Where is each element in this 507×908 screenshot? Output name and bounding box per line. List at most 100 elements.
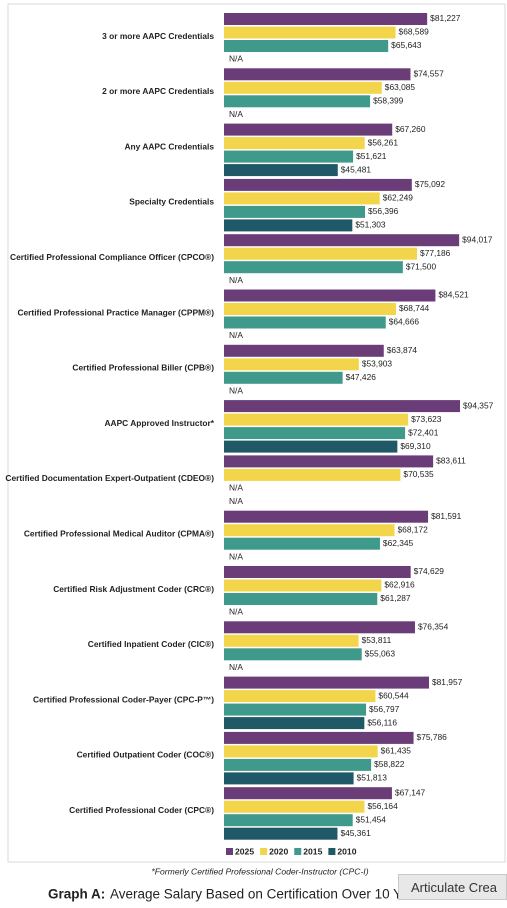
- value-label: $74,629: [414, 566, 445, 576]
- category-label: Certified Professional Compliance Office…: [10, 252, 214, 262]
- category-label: 2 or more AAPC Credentials: [102, 86, 214, 96]
- value-label: $53,903: [362, 359, 393, 369]
- bar: [224, 303, 396, 315]
- value-label: N/A: [229, 330, 243, 340]
- bar: [224, 289, 436, 302]
- bar: [224, 524, 395, 537]
- value-label: N/A: [229, 483, 243, 493]
- category-label: Certified Documentation Expert-Outpatien…: [5, 473, 214, 483]
- bar: [224, 731, 414, 744]
- legend-label: 2020: [269, 846, 288, 856]
- footnote: *Formerly Certified Professional Coder-I…: [151, 866, 368, 876]
- category-label: 3 or more AAPC Credentials: [102, 31, 214, 41]
- bar: [224, 371, 343, 384]
- bar: [224, 316, 386, 329]
- bar: [224, 247, 418, 260]
- value-label: N/A: [229, 551, 243, 561]
- bar: [224, 690, 376, 703]
- bar: [224, 192, 380, 205]
- value-label: $51,454: [356, 814, 387, 824]
- caption-label: Graph A:: [48, 887, 105, 902]
- bar: [224, 205, 366, 218]
- bar: [224, 440, 398, 453]
- category-label: Certified Inpatient Coder (CIC®): [88, 639, 214, 649]
- bar: [224, 13, 428, 25]
- value-label: $94,357: [463, 400, 494, 410]
- bar: [224, 261, 403, 274]
- value-label: $81,957: [432, 677, 463, 687]
- value-label: $58,399: [373, 96, 404, 106]
- value-label: $74,557: [413, 69, 444, 79]
- value-label: $68,589: [399, 27, 430, 37]
- value-label: $67,147: [395, 787, 426, 797]
- bar: [224, 621, 415, 634]
- value-label: $61,287: [380, 593, 411, 603]
- value-label: $55,063: [365, 649, 396, 659]
- value-label: $64,666: [389, 317, 420, 327]
- value-label: $56,261: [368, 137, 399, 147]
- value-label: $75,092: [415, 179, 446, 189]
- value-label: N/A: [229, 386, 243, 396]
- category-label: Specialty Credentials: [129, 197, 214, 207]
- value-label: $62,345: [383, 538, 414, 548]
- bar: [224, 772, 354, 785]
- value-label: $60,544: [378, 690, 409, 700]
- bar: [224, 468, 401, 481]
- bar: [224, 814, 353, 827]
- bar: [224, 827, 338, 840]
- value-label: $94,017: [462, 234, 493, 244]
- category-label: Certified Risk Adjustment Coder (CRC®): [53, 584, 214, 594]
- bar: [224, 427, 406, 440]
- bar: [224, 150, 354, 163]
- legend-label: 2015: [303, 846, 322, 856]
- bar: [224, 703, 367, 716]
- value-label: $71,500: [406, 261, 437, 271]
- popup-button[interactable]: Articulate Crea: [398, 874, 507, 900]
- value-label: $51,621: [356, 151, 387, 161]
- value-label: $81,227: [430, 13, 461, 23]
- value-label: $45,361: [340, 828, 371, 838]
- bar: [224, 164, 338, 177]
- bar: [224, 40, 389, 52]
- bar: [224, 81, 382, 94]
- bar: [224, 717, 365, 730]
- category-label: Any AAPC Credentials: [124, 141, 214, 151]
- value-label: $61,435: [381, 746, 412, 756]
- value-label: $77,186: [420, 248, 451, 258]
- bar: [224, 68, 411, 81]
- bar: [224, 787, 392, 800]
- value-label: $51,303: [355, 220, 386, 230]
- bar: [224, 344, 384, 357]
- value-label: N/A: [229, 662, 243, 672]
- bar: [224, 178, 412, 191]
- bar: [224, 758, 372, 771]
- legend-swatch: [226, 848, 233, 855]
- category-label: Certified Professional Biller (CPB®): [72, 363, 214, 373]
- value-label: N/A: [229, 607, 243, 617]
- bar: [224, 634, 359, 647]
- bar: [224, 510, 429, 523]
- bar: [224, 234, 460, 247]
- value-label: $67,260: [395, 124, 426, 134]
- value-label: $56,797: [369, 704, 400, 714]
- value-label: N/A: [229, 275, 243, 285]
- bar: [224, 26, 396, 39]
- value-label: $70,535: [403, 469, 434, 479]
- value-label: $63,874: [387, 345, 418, 355]
- chart-frame: [7, 3, 506, 863]
- value-label: $62,916: [384, 580, 415, 590]
- legend-swatch: [260, 848, 268, 855]
- value-label: $73,623: [411, 414, 442, 424]
- value-label: $58,822: [374, 759, 405, 769]
- value-label: N/A: [229, 109, 243, 119]
- bar: [224, 537, 380, 550]
- bar: [224, 358, 359, 371]
- bar: [224, 593, 378, 605]
- value-label: $51,813: [357, 773, 388, 783]
- value-label: $83,611: [436, 456, 466, 466]
- value-label: $75,786: [417, 732, 448, 742]
- bar: [224, 123, 393, 136]
- value-label: N/A: [229, 496, 243, 506]
